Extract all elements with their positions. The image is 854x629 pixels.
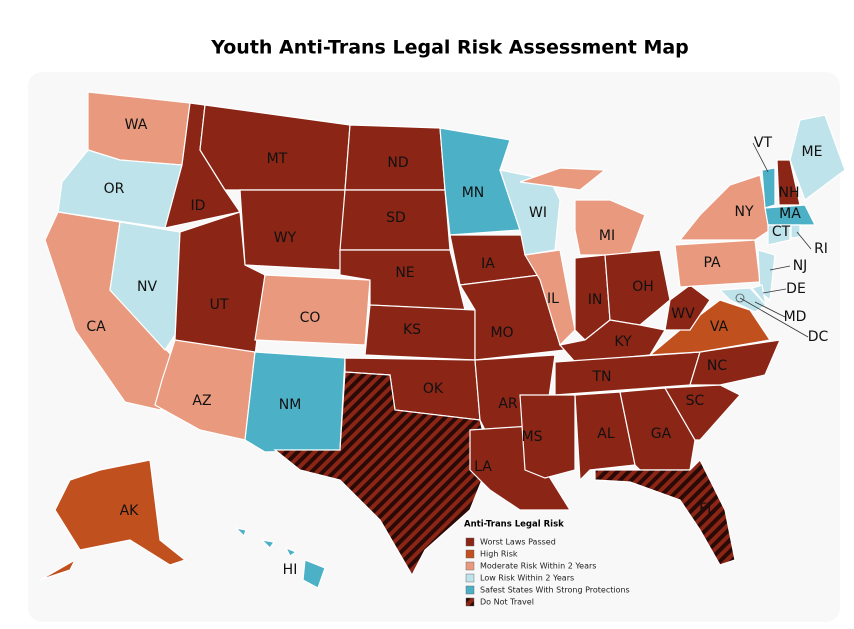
state-label: AK [120,503,140,519]
state-label: IL [547,291,559,307]
state [761,167,776,209]
state-label: CA [86,319,106,335]
state-label: GA [651,426,672,442]
leader-line [739,297,809,338]
state-label: IN [588,292,603,308]
state-label: NH [779,185,800,201]
state-label: AZ [192,393,211,409]
state-label: IA [481,256,495,272]
state [574,391,636,482]
state [790,224,801,239]
state-label: PA [703,255,721,271]
state-label: MN [462,185,485,201]
state [664,284,711,331]
states [39,91,846,589]
state-label: WY [274,230,297,246]
state [254,274,371,346]
state [302,559,326,589]
state-label: MS [522,429,543,445]
state-label: LA [474,459,492,475]
state [54,459,187,566]
state-label: ID [191,198,206,214]
state [678,174,771,241]
leader-line [796,231,812,250]
state [750,284,767,306]
state [604,249,671,326]
state-label: KS [403,322,421,338]
legend-label: Safest States With Strong Protections [480,586,630,595]
state [109,221,181,351]
legend-swatch [465,549,475,559]
state-label: WI [529,205,547,221]
state-label: SC [686,393,705,409]
state-label: WA [125,117,148,133]
map-title: Youth Anti-Trans Legal Risk Assessment M… [210,37,689,59]
state-label: MA [779,206,801,222]
state-labels: WA OR CA NV ID MT WY UT CO AZ NM ND SD NE KS OK MN IA MO AR… [86,117,828,578]
state [519,167,607,191]
legend-label: Worst Laws Passed [480,538,556,547]
state-label: CO [300,310,321,326]
state-label: NJ [793,258,808,274]
state [594,458,736,566]
state-label: NM [279,397,302,413]
state-label: OK [423,381,444,397]
legend-swatch [465,561,475,571]
legend: Anti-Trans Legal Risk Worst Laws Passed H… [464,520,630,607]
legend-swatch [465,585,475,595]
state-label: UT [210,297,229,313]
state [39,558,77,581]
leader-line [769,265,791,271]
state [524,249,576,347]
leader-line [754,301,786,318]
state [789,114,846,201]
state [767,224,791,246]
legend-label: Moderate Risk Within 2 Years [480,562,596,571]
state-label: RI [814,241,828,257]
leader-line [762,288,787,294]
leader-line [752,142,769,173]
state [764,204,816,226]
state-label: MI [599,228,615,244]
state-label: AL [597,426,615,442]
state-label: VA [710,319,729,335]
state [519,394,576,479]
legend-label: Low Risk Within 2 Years [480,574,574,583]
state-label: ND [387,155,408,171]
state-label: DC [808,329,829,345]
legend-label: Do Not Travel [480,598,534,607]
state-label: CT [772,224,791,240]
state-label: ME [802,144,823,160]
state-label: FL [699,501,715,517]
state-label: OH [632,279,654,295]
state-label: NC [707,358,727,374]
state-label: TN [591,369,611,385]
state-label: NY [734,204,753,220]
state [273,371,491,577]
state-label: WV [671,306,695,322]
legend-label: High Risk [480,550,518,559]
state [260,539,276,549]
state-label: SD [386,210,406,226]
state [689,339,781,386]
state-label: MO [490,325,513,341]
state-label: HI [283,562,298,578]
state-label: NE [395,265,414,281]
legend-title: Anti-Trans Legal Risk [464,520,564,530]
legend-swatch [465,573,475,583]
state-label: VT [754,135,773,151]
state-label: MT [267,151,288,167]
state-label: KY [614,334,632,350]
state-label: NV [137,279,157,295]
legend-swatch [465,597,475,607]
state [284,546,298,557]
legend-swatch [465,537,475,547]
state-label: DE [786,281,806,297]
state-label: OR [104,181,125,197]
state-label: AR [498,396,518,412]
state [234,527,247,538]
state-label: MD [784,309,807,325]
